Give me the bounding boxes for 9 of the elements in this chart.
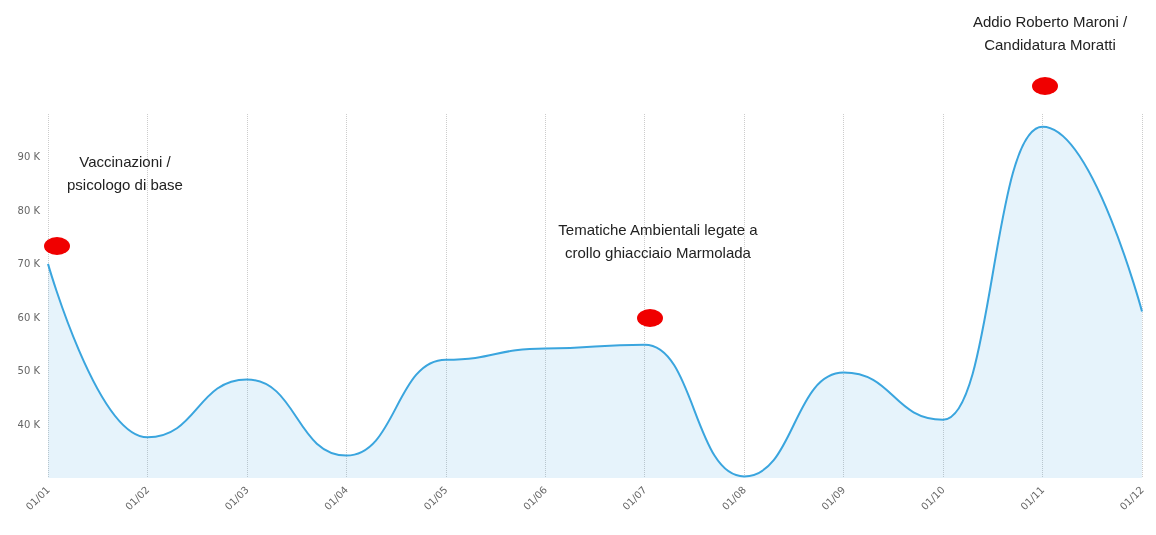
y-tick-label: 40 K bbox=[17, 418, 41, 430]
y-tick-label: 90 K bbox=[17, 151, 41, 163]
y-tick-label: 80 K bbox=[17, 204, 41, 216]
annotation: Tematiche Ambientali legate a crollo ghiacciaio Marmolada bbox=[558, 220, 758, 263]
y-tick-label: 50 K bbox=[17, 365, 41, 377]
y-tick-label: 60 K bbox=[17, 311, 41, 323]
text: Addio Roberto Maroni / Candidatura Moratti bbox=[971, 12, 1129, 55]
annotation: Vaccinazioni / psicologo di base bbox=[66, 152, 184, 195]
y-tick-label: 70 K bbox=[17, 258, 41, 270]
